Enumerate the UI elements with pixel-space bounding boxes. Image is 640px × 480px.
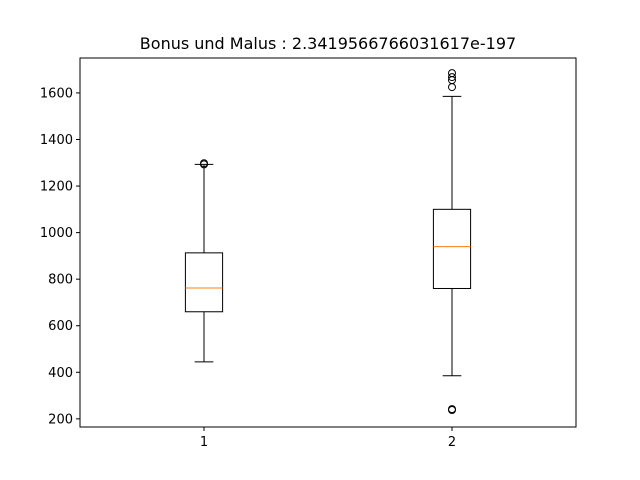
y-tick-label: 200 xyxy=(48,412,73,427)
box-group-2 xyxy=(432,69,472,415)
y-axis: 200 400 600 800 1000 1200 1400 1600 xyxy=(40,86,80,427)
box xyxy=(184,252,224,313)
outlier-point xyxy=(448,69,456,78)
chart-title: Bonus und Malus : 2.3419566766031617e-19… xyxy=(140,34,516,53)
outlier-point xyxy=(448,83,456,92)
y-tick-label: 1200 xyxy=(40,180,73,195)
y-tick-label: 400 xyxy=(48,366,73,381)
y-tick-label: 1600 xyxy=(40,86,73,101)
y-tick-label: 1000 xyxy=(40,226,73,241)
outlier-point xyxy=(448,73,456,82)
y-tick-label: 800 xyxy=(48,273,73,288)
axes-frame xyxy=(79,57,577,428)
y-tick-label: 600 xyxy=(48,319,73,334)
box xyxy=(432,208,472,289)
plot-marks xyxy=(184,69,472,415)
x-tick-label: 2 xyxy=(448,435,456,450)
box-group-1 xyxy=(184,159,224,363)
y-tick-label: 1400 xyxy=(40,133,73,148)
x-tick-label: 1 xyxy=(200,435,208,450)
outlier-point xyxy=(200,159,208,168)
outlier-point xyxy=(448,405,456,414)
